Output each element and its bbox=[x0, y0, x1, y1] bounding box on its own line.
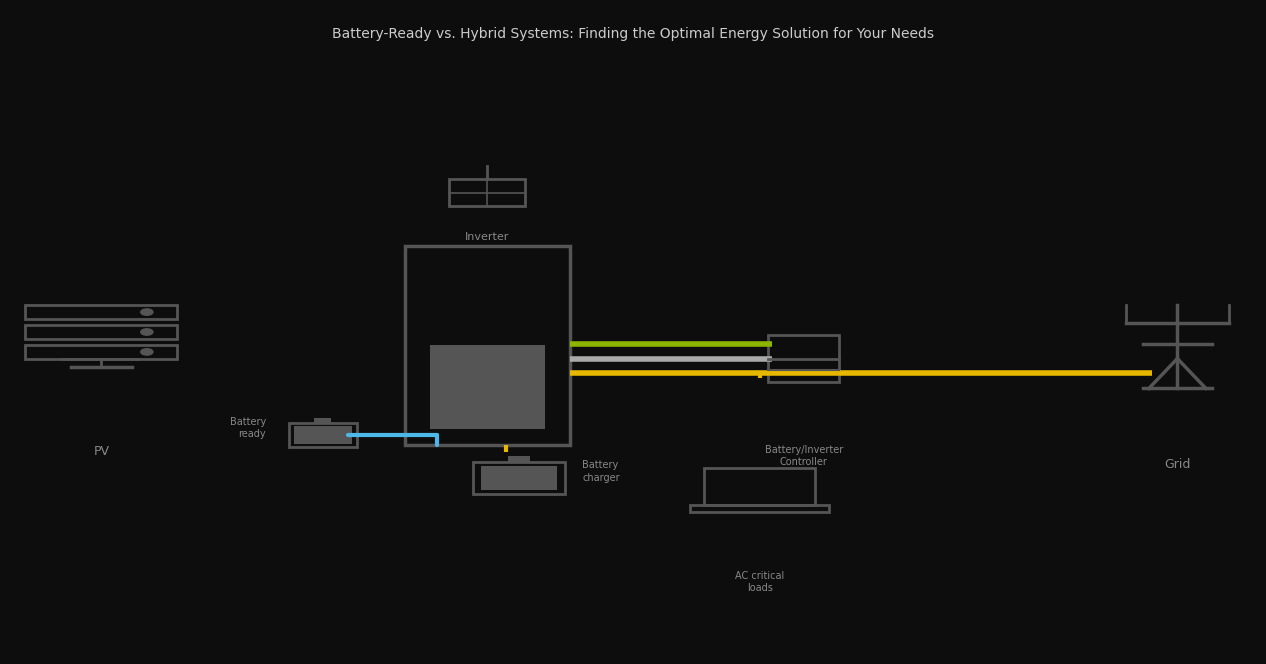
Bar bbox=[405, 246, 570, 445]
Text: AC critical
loads: AC critical loads bbox=[736, 571, 784, 594]
Text: Battery
charger: Battery charger bbox=[582, 460, 620, 483]
Bar bbox=[704, 468, 815, 505]
Bar bbox=[314, 418, 332, 423]
Text: Battery/Inverter
Controller: Battery/Inverter Controller bbox=[765, 445, 843, 467]
Text: PV: PV bbox=[94, 445, 109, 458]
Text: Grid: Grid bbox=[1165, 458, 1190, 471]
Bar bbox=[473, 462, 565, 494]
Bar bbox=[430, 345, 544, 429]
Bar bbox=[25, 325, 177, 339]
Circle shape bbox=[141, 309, 153, 315]
Bar bbox=[481, 466, 557, 490]
Text: Inverter: Inverter bbox=[465, 232, 510, 242]
Bar bbox=[508, 456, 530, 462]
Bar bbox=[768, 335, 839, 382]
Text: Battery-Ready vs. Hybrid Systems: Finding the Optimal Energy Solution for Your N: Battery-Ready vs. Hybrid Systems: Findin… bbox=[332, 27, 934, 41]
Bar bbox=[690, 505, 829, 512]
Bar bbox=[289, 423, 357, 447]
Bar bbox=[25, 305, 177, 319]
Bar bbox=[294, 426, 352, 444]
Bar bbox=[25, 345, 177, 359]
Bar bbox=[449, 179, 525, 206]
Circle shape bbox=[141, 349, 153, 355]
Text: Battery
ready: Battery ready bbox=[229, 417, 266, 440]
Circle shape bbox=[141, 329, 153, 335]
